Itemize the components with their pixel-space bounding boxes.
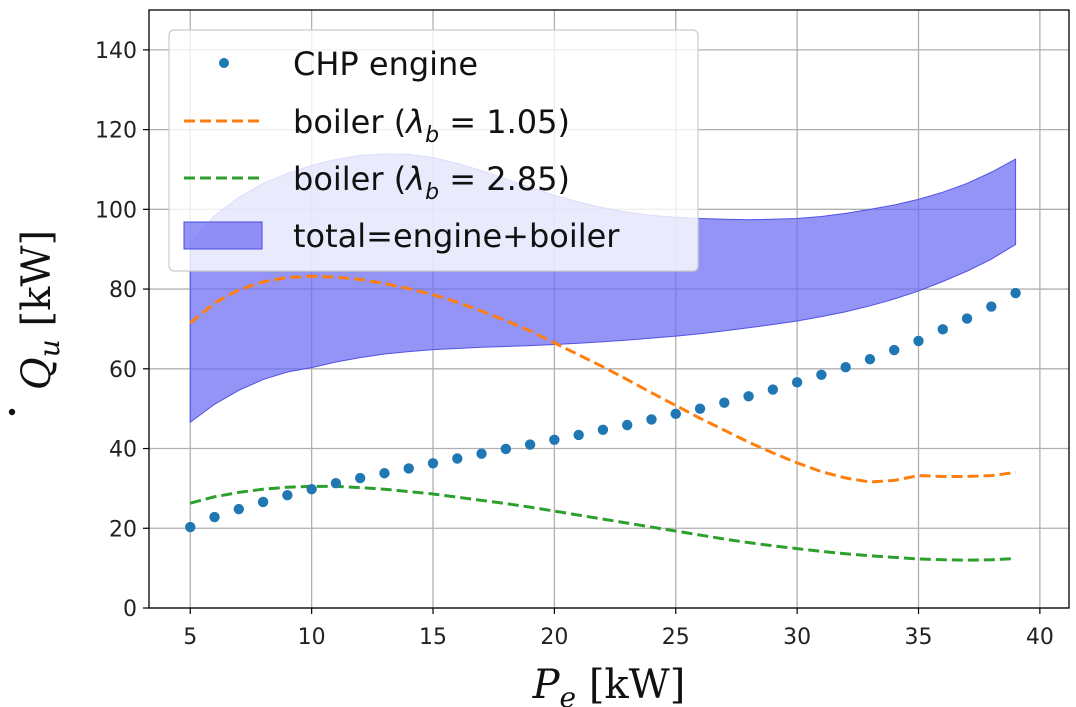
x-tick-label: 35 <box>904 625 932 650</box>
engine-point <box>427 458 439 469</box>
engine-point <box>1010 287 1021 299</box>
engine-point <box>500 443 512 455</box>
y-tick-label: 120 <box>95 119 137 144</box>
y-tick-label: 40 <box>109 438 137 463</box>
x-tick-label: 20 <box>540 625 568 650</box>
engine-point <box>913 335 924 347</box>
y-axis-label: Qu [kW] <box>8 230 66 416</box>
engine-point <box>646 414 657 425</box>
engine-point <box>282 489 293 501</box>
engine-point <box>840 362 851 373</box>
engine-point <box>524 439 536 450</box>
legend: CHP engine boiler (λb = 1.05) boiler (λb… <box>168 29 699 272</box>
engine-point <box>597 424 609 435</box>
boiler-lines-layer <box>189 274 1016 562</box>
legend-total-label: total=engine+boiler <box>293 217 620 255</box>
y-tick-labels: 0 20 40 60 80 100 120 140 <box>95 39 149 622</box>
engine-point <box>573 429 584 441</box>
boiler_b-line <box>189 484 1016 562</box>
legend-boiler-a-label: boiler (λb = 1.05) <box>293 103 570 148</box>
y-tick-label: 80 <box>109 278 137 303</box>
x-tick-label: 30 <box>783 625 811 650</box>
engine-point <box>209 511 220 523</box>
engine-point <box>791 377 803 388</box>
engine-point <box>694 403 706 414</box>
y-tick-label: 100 <box>95 198 137 223</box>
y-tick-label: 60 <box>109 358 137 383</box>
x-tick-label: 10 <box>298 625 326 650</box>
legend-total-marker <box>183 221 263 250</box>
legend-engine-label: CHP engine <box>293 45 478 83</box>
x-tick-label: 40 <box>1026 625 1054 650</box>
engine-point <box>937 324 948 335</box>
engine-point <box>670 408 681 420</box>
legend-box <box>168 29 699 272</box>
x-tick-label: 25 <box>662 625 690 650</box>
engine-point <box>743 391 754 402</box>
legend-boiler-b-label: boiler (λb = 2.85) <box>293 160 570 205</box>
engine-point <box>476 448 487 459</box>
plot-frame <box>148 9 1070 609</box>
engine-point <box>306 483 317 495</box>
y-axis-label-dot-accent <box>8 408 16 416</box>
y-tick-label: 140 <box>95 39 137 64</box>
engine-point <box>354 472 366 484</box>
engine-point <box>864 354 876 365</box>
legend-engine-marker <box>219 58 229 68</box>
x-axis-label: Pe [kW] <box>532 662 686 707</box>
y-tick-label: 20 <box>109 517 137 542</box>
engine-point <box>889 344 900 356</box>
engine-point <box>403 463 414 474</box>
boiler_a-line <box>189 274 1016 484</box>
x-tick-labels: 5 10 15 20 25 30 35 40 <box>183 608 1054 650</box>
engine-point <box>986 301 997 312</box>
engine-point <box>816 369 827 380</box>
engine-point <box>961 313 973 324</box>
x-tick-label: 5 <box>183 625 197 650</box>
engine-point <box>330 478 342 489</box>
engine-point <box>233 503 245 515</box>
engine-point <box>767 384 779 395</box>
engine-point <box>185 521 196 533</box>
x-tick-label: 15 <box>419 625 447 650</box>
engine-point <box>549 434 560 445</box>
engine-point <box>719 397 730 408</box>
svg-text:Qu [kW]: Qu [kW] <box>14 230 66 390</box>
engine-points-layer <box>185 287 1021 533</box>
engine-point <box>622 419 633 431</box>
engine-point <box>452 453 463 464</box>
engine-point <box>379 468 390 479</box>
y-tick-label: 0 <box>123 597 137 622</box>
engine-point <box>257 496 269 508</box>
